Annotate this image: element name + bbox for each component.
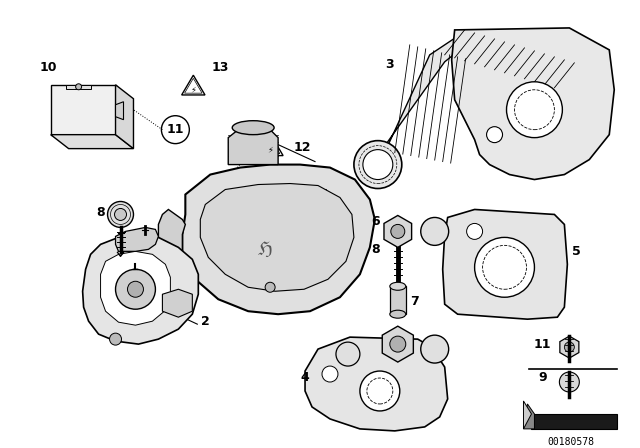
Text: ⚡: ⚡	[190, 85, 196, 94]
Circle shape	[559, 372, 579, 392]
Text: 1: 1	[321, 188, 330, 201]
Polygon shape	[452, 28, 614, 180]
Text: 8: 8	[96, 206, 105, 219]
Text: ⚡: ⚡	[267, 145, 273, 154]
Polygon shape	[51, 135, 134, 149]
Bar	[66, 85, 91, 89]
Text: 7: 7	[410, 295, 419, 308]
Polygon shape	[443, 210, 568, 319]
Text: 13: 13	[212, 61, 229, 74]
Circle shape	[486, 127, 502, 142]
Circle shape	[475, 237, 534, 297]
Polygon shape	[368, 35, 475, 149]
Text: 00180578: 00180578	[548, 437, 595, 447]
Circle shape	[390, 336, 406, 352]
Polygon shape	[524, 404, 534, 429]
Polygon shape	[182, 164, 375, 314]
Circle shape	[363, 150, 393, 180]
Circle shape	[506, 82, 563, 138]
Polygon shape	[531, 414, 617, 429]
Text: 4: 4	[301, 370, 309, 383]
Circle shape	[109, 333, 122, 345]
Text: 2: 2	[201, 314, 210, 327]
Text: 9: 9	[431, 344, 438, 354]
Circle shape	[420, 217, 449, 246]
Text: 6: 6	[371, 353, 379, 366]
Circle shape	[127, 281, 143, 297]
Text: 5: 5	[572, 245, 580, 258]
Circle shape	[336, 342, 360, 366]
Bar	[390, 286, 406, 314]
Text: 10: 10	[40, 61, 58, 74]
Polygon shape	[83, 234, 198, 344]
Text: 11: 11	[166, 123, 184, 136]
Text: 11: 11	[534, 338, 551, 351]
Text: 6: 6	[372, 215, 380, 228]
Text: 12: 12	[293, 141, 311, 154]
Text: 9: 9	[344, 349, 351, 359]
Text: 3: 3	[385, 58, 394, 71]
Text: 9: 9	[431, 226, 438, 237]
Circle shape	[391, 224, 404, 238]
Polygon shape	[51, 85, 116, 135]
Circle shape	[354, 141, 402, 189]
Ellipse shape	[390, 282, 406, 290]
Polygon shape	[163, 289, 193, 317]
Circle shape	[116, 269, 156, 309]
Text: 8: 8	[372, 243, 380, 256]
Circle shape	[420, 335, 449, 363]
Ellipse shape	[232, 121, 274, 135]
Polygon shape	[228, 128, 278, 164]
Text: ℌ: ℌ	[258, 240, 273, 259]
Polygon shape	[116, 228, 159, 251]
Polygon shape	[200, 184, 354, 291]
Polygon shape	[100, 251, 170, 325]
Circle shape	[564, 342, 574, 352]
Circle shape	[108, 202, 134, 228]
Polygon shape	[159, 210, 186, 279]
Ellipse shape	[390, 310, 406, 318]
Circle shape	[265, 282, 275, 292]
Polygon shape	[305, 337, 447, 431]
Circle shape	[360, 371, 400, 411]
Circle shape	[322, 366, 338, 382]
Polygon shape	[116, 102, 124, 120]
Polygon shape	[524, 401, 531, 429]
Circle shape	[467, 224, 483, 239]
Circle shape	[76, 84, 82, 90]
Polygon shape	[116, 85, 134, 149]
Text: 9: 9	[538, 370, 547, 383]
Circle shape	[115, 208, 127, 220]
